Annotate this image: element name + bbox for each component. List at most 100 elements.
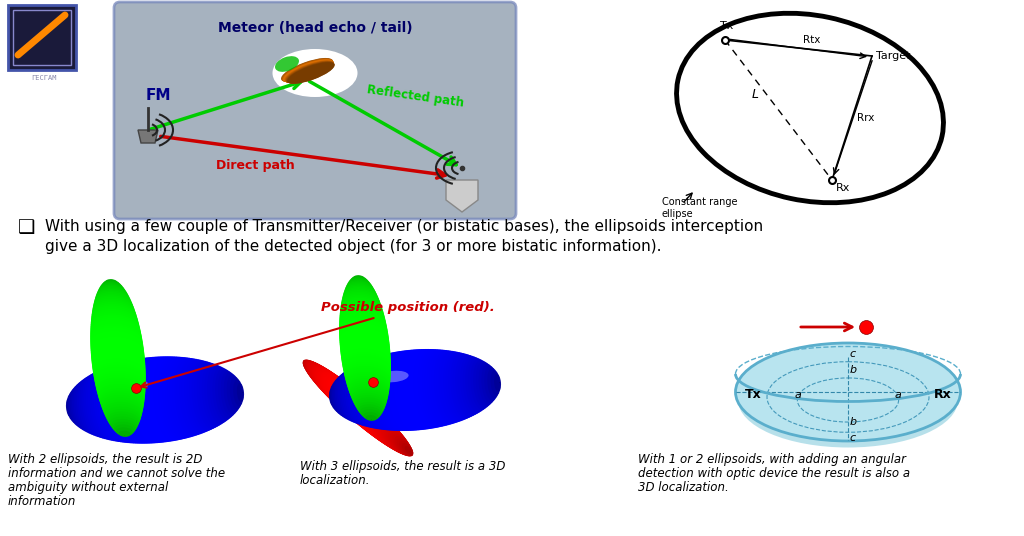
Ellipse shape bbox=[359, 405, 394, 443]
Ellipse shape bbox=[140, 357, 172, 443]
Ellipse shape bbox=[376, 419, 404, 451]
Ellipse shape bbox=[429, 349, 459, 426]
Ellipse shape bbox=[94, 365, 145, 392]
Ellipse shape bbox=[101, 395, 143, 418]
Ellipse shape bbox=[170, 357, 201, 438]
Text: Rx: Rx bbox=[934, 389, 952, 401]
Ellipse shape bbox=[341, 345, 391, 371]
Ellipse shape bbox=[340, 303, 384, 326]
Ellipse shape bbox=[101, 281, 122, 292]
Ellipse shape bbox=[340, 304, 385, 328]
Ellipse shape bbox=[97, 286, 128, 302]
Ellipse shape bbox=[468, 358, 488, 411]
Ellipse shape bbox=[335, 383, 372, 425]
Ellipse shape bbox=[398, 349, 430, 430]
Ellipse shape bbox=[90, 327, 142, 355]
Ellipse shape bbox=[341, 389, 379, 430]
Ellipse shape bbox=[443, 351, 470, 421]
Ellipse shape bbox=[91, 312, 139, 338]
Ellipse shape bbox=[91, 345, 145, 373]
Text: FM: FM bbox=[145, 88, 171, 103]
Ellipse shape bbox=[347, 376, 389, 398]
Ellipse shape bbox=[221, 371, 238, 416]
Ellipse shape bbox=[339, 308, 386, 332]
Ellipse shape bbox=[358, 404, 383, 417]
Ellipse shape bbox=[345, 283, 375, 299]
Ellipse shape bbox=[112, 362, 142, 443]
Ellipse shape bbox=[341, 298, 383, 320]
Ellipse shape bbox=[342, 292, 380, 312]
Ellipse shape bbox=[110, 416, 138, 431]
Ellipse shape bbox=[349, 382, 388, 403]
Ellipse shape bbox=[418, 349, 449, 428]
Ellipse shape bbox=[348, 278, 371, 289]
Ellipse shape bbox=[340, 388, 378, 429]
Text: Meteor (head echo / tail): Meteor (head echo / tail) bbox=[218, 21, 413, 35]
Ellipse shape bbox=[79, 377, 100, 434]
Ellipse shape bbox=[494, 374, 501, 392]
Text: information: information bbox=[8, 495, 77, 508]
Ellipse shape bbox=[90, 318, 141, 345]
Ellipse shape bbox=[287, 62, 335, 84]
Ellipse shape bbox=[114, 361, 145, 443]
Ellipse shape bbox=[470, 359, 490, 410]
Ellipse shape bbox=[383, 425, 409, 454]
Ellipse shape bbox=[120, 360, 152, 444]
Ellipse shape bbox=[92, 357, 145, 385]
Ellipse shape bbox=[344, 284, 376, 301]
Ellipse shape bbox=[72, 384, 89, 429]
Ellipse shape bbox=[92, 353, 145, 381]
Ellipse shape bbox=[92, 302, 136, 325]
Ellipse shape bbox=[306, 361, 330, 388]
Ellipse shape bbox=[179, 358, 208, 435]
Ellipse shape bbox=[484, 366, 498, 401]
Ellipse shape bbox=[388, 351, 419, 431]
Ellipse shape bbox=[96, 375, 145, 401]
Polygon shape bbox=[446, 180, 478, 212]
Ellipse shape bbox=[379, 422, 407, 453]
Ellipse shape bbox=[90, 337, 144, 365]
Ellipse shape bbox=[465, 356, 487, 413]
Ellipse shape bbox=[310, 364, 339, 396]
Ellipse shape bbox=[287, 62, 335, 84]
Ellipse shape bbox=[284, 60, 334, 83]
Ellipse shape bbox=[394, 436, 413, 456]
Ellipse shape bbox=[326, 376, 362, 416]
Ellipse shape bbox=[396, 350, 427, 430]
Ellipse shape bbox=[339, 313, 387, 338]
Ellipse shape bbox=[237, 383, 244, 402]
Ellipse shape bbox=[163, 356, 194, 440]
Ellipse shape bbox=[356, 399, 384, 414]
Ellipse shape bbox=[344, 286, 377, 303]
Ellipse shape bbox=[392, 434, 412, 456]
Ellipse shape bbox=[92, 304, 137, 327]
Ellipse shape bbox=[453, 353, 478, 418]
Ellipse shape bbox=[372, 355, 400, 430]
Ellipse shape bbox=[361, 410, 380, 419]
Ellipse shape bbox=[90, 316, 140, 343]
Ellipse shape bbox=[476, 361, 494, 407]
Ellipse shape bbox=[99, 389, 144, 412]
Ellipse shape bbox=[286, 61, 334, 83]
Ellipse shape bbox=[90, 335, 144, 363]
Ellipse shape bbox=[306, 361, 332, 389]
Ellipse shape bbox=[95, 367, 123, 441]
Ellipse shape bbox=[392, 351, 423, 431]
Ellipse shape bbox=[131, 358, 164, 444]
Ellipse shape bbox=[481, 364, 497, 403]
Ellipse shape bbox=[332, 379, 346, 414]
Ellipse shape bbox=[106, 409, 140, 427]
Ellipse shape bbox=[152, 356, 183, 442]
Ellipse shape bbox=[119, 430, 131, 437]
Ellipse shape bbox=[282, 58, 333, 82]
Ellipse shape bbox=[345, 281, 374, 296]
Ellipse shape bbox=[92, 300, 135, 323]
Ellipse shape bbox=[344, 391, 381, 433]
Ellipse shape bbox=[423, 349, 453, 427]
Ellipse shape bbox=[98, 386, 144, 411]
Ellipse shape bbox=[303, 361, 311, 370]
Ellipse shape bbox=[105, 363, 135, 443]
Ellipse shape bbox=[95, 289, 130, 307]
Ellipse shape bbox=[91, 306, 137, 330]
Ellipse shape bbox=[328, 377, 364, 418]
